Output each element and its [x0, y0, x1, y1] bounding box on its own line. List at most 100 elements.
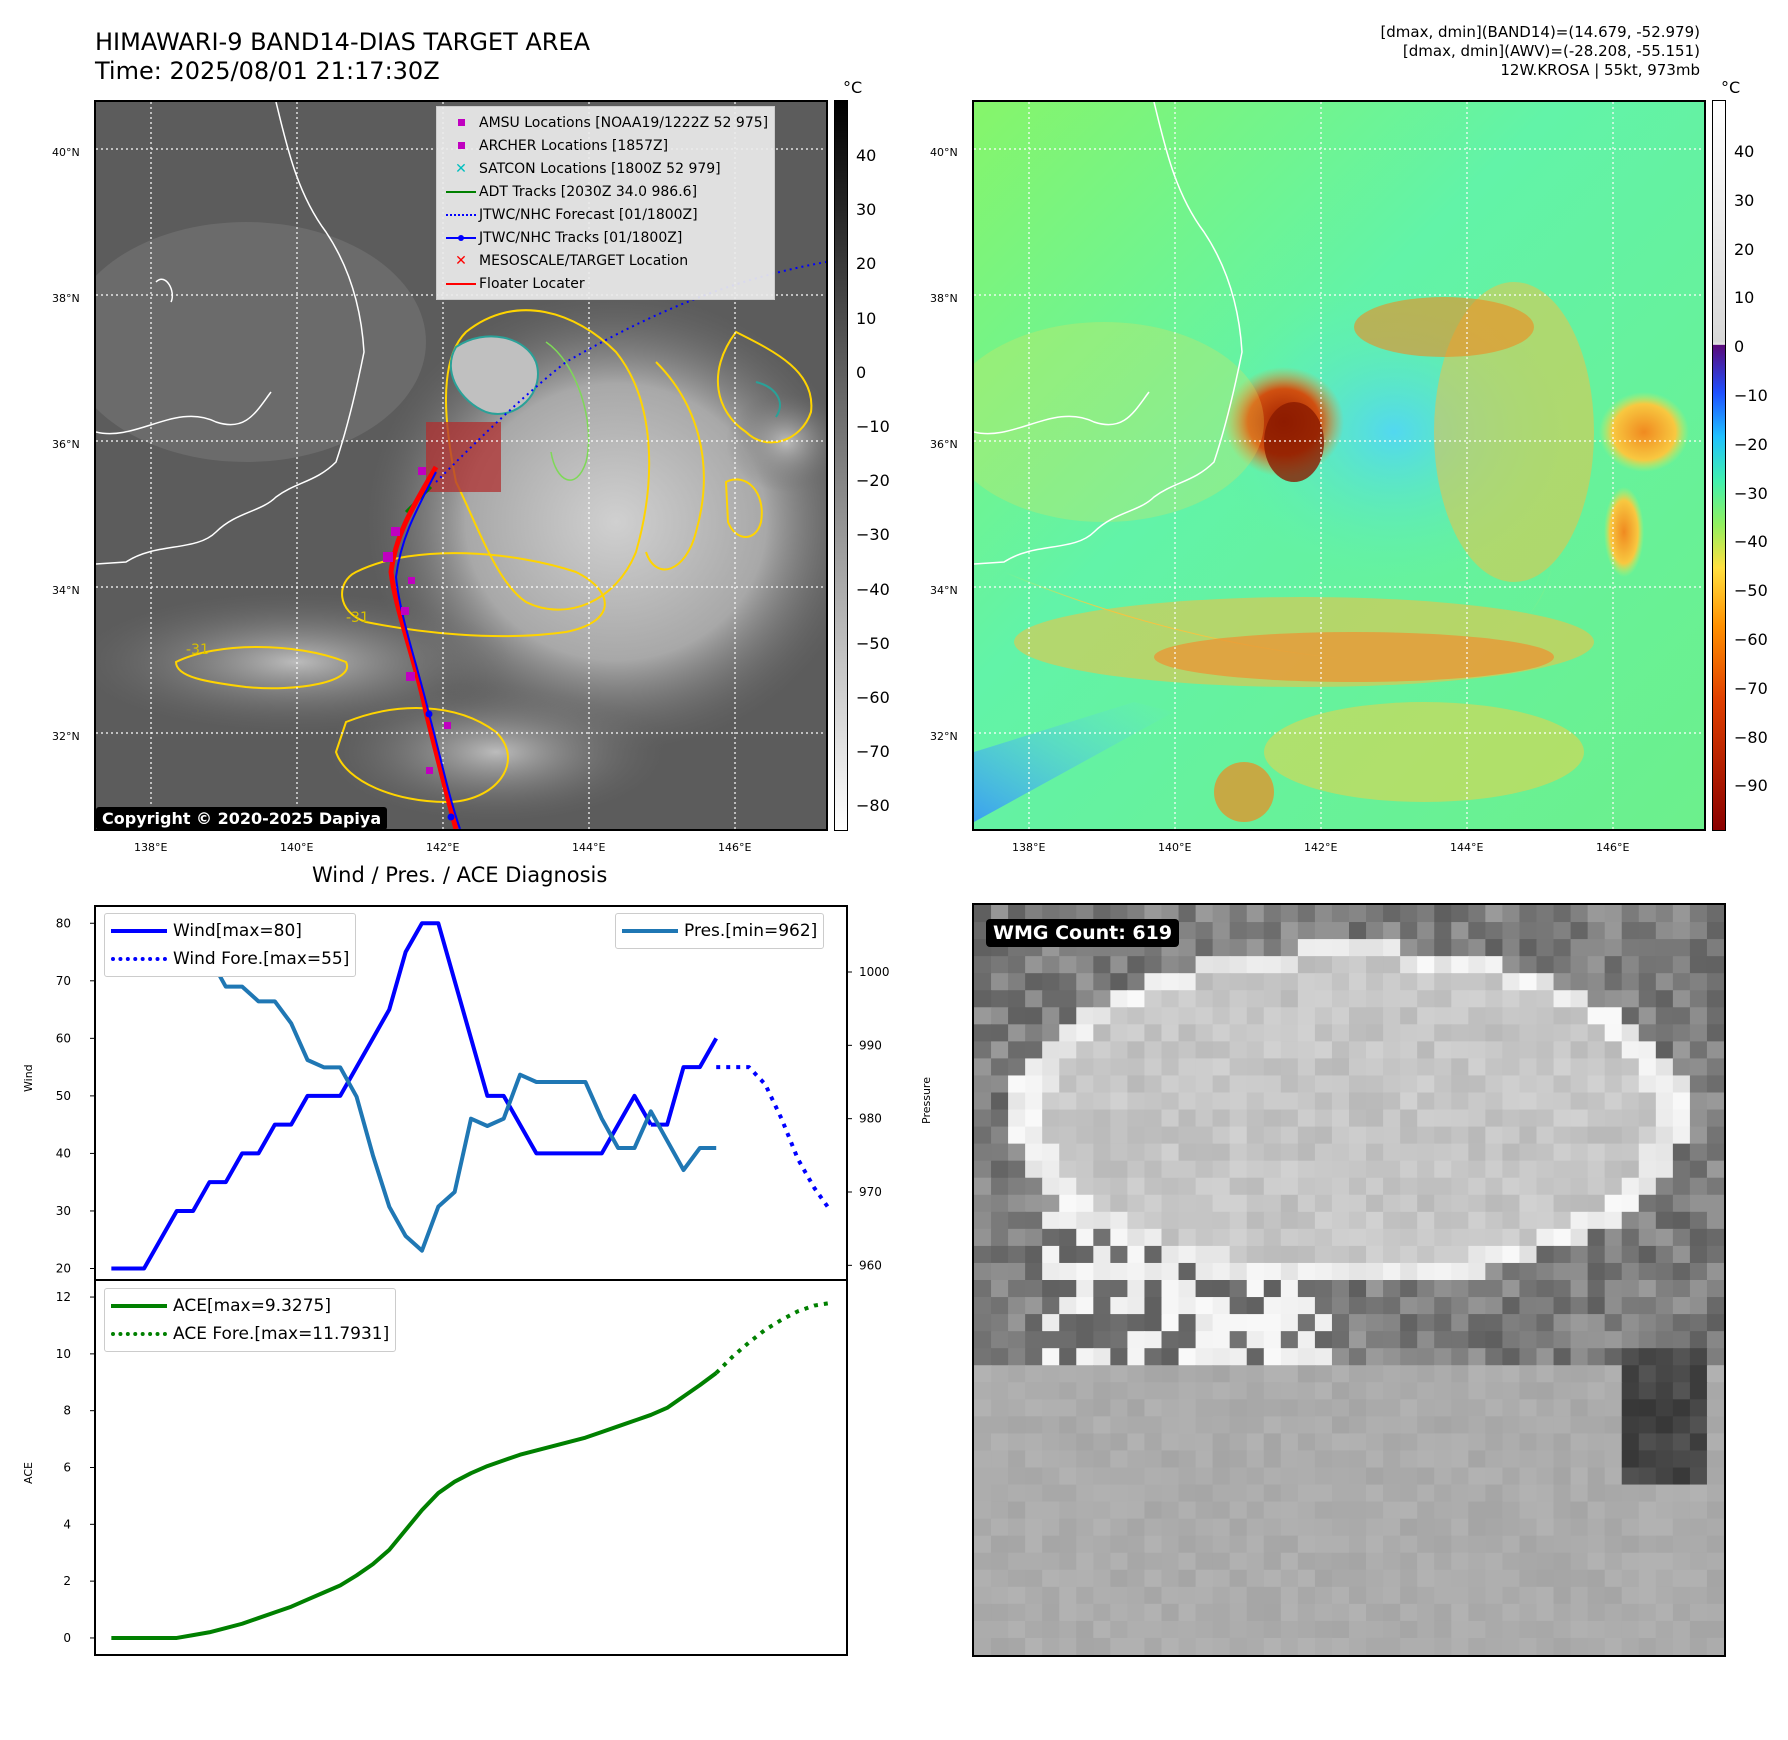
wmg-pixel	[1144, 990, 1163, 1008]
wmg-pixel	[1570, 1024, 1589, 1042]
wmg-pixel	[1434, 939, 1452, 957]
wmg-pixel	[1383, 922, 1401, 940]
wmg-pixel	[1502, 922, 1521, 940]
wmg-pixel	[1025, 1280, 1043, 1298]
wmg-pixel	[1604, 1058, 1623, 1077]
colorbar-tick-label: −40	[1734, 532, 1768, 552]
wmg-pixel	[1127, 1007, 1146, 1025]
wmg-pixel	[1570, 1228, 1589, 1247]
wmg-pixel	[1280, 1245, 1299, 1264]
wmg-pixel	[1689, 1620, 1708, 1639]
wmg-pixel	[1349, 1058, 1367, 1077]
wmg-pixel	[1212, 1007, 1231, 1025]
teal-contour	[755, 381, 781, 418]
wmg-pixel	[1570, 1501, 1589, 1520]
wmg-pixel	[1519, 1075, 1538, 1094]
wmg-pixel	[1093, 1024, 1111, 1042]
wmg-pixel	[1553, 1143, 1572, 1162]
wmg-pixel	[1110, 1092, 1129, 1111]
wmg-pixel	[1161, 1297, 1180, 1315]
wmg-pixel	[1110, 1586, 1129, 1605]
wmg-pixel	[1059, 1501, 1077, 1520]
wmg-pixel	[1604, 1484, 1623, 1503]
longitude-tick-label: 142°E	[426, 841, 460, 854]
wmg-pixel	[1280, 956, 1299, 974]
wmg-pixel	[1025, 956, 1043, 974]
wmg-pixel	[1434, 1126, 1452, 1145]
wmg-pixel	[1212, 1041, 1231, 1060]
wmg-pixel	[1144, 1007, 1163, 1025]
wmg-pixel	[1672, 1228, 1691, 1247]
wmg-pixel	[991, 1262, 1009, 1281]
wmg-pixel	[974, 1518, 992, 1537]
longitude-tick-label: 138°E	[1012, 841, 1046, 854]
wmg-pixel	[1536, 1245, 1555, 1264]
wmg-pixel	[1178, 1109, 1197, 1128]
wmg-pixel	[1127, 1501, 1146, 1520]
wmg-pixel	[1212, 1177, 1231, 1196]
wmg-pixel	[1042, 1620, 1060, 1639]
wmg-pixel	[1093, 956, 1111, 974]
y-tick-label: 40	[56, 1146, 71, 1160]
wmg-pixel	[1161, 1058, 1180, 1077]
wmg-pixel	[1280, 1041, 1299, 1060]
wmg-pixel	[1025, 1518, 1043, 1537]
wmg-pixel	[1502, 1160, 1521, 1179]
wmg-pixel	[1212, 1416, 1231, 1435]
wmg-pixel	[1229, 1143, 1248, 1162]
legend-label: ACE[max=9.3275]	[173, 1296, 331, 1316]
wmg-pixel	[1297, 1228, 1316, 1247]
wmg-pixel	[974, 956, 992, 974]
wmg-pixel	[1093, 990, 1111, 1008]
wmg-pixel	[1672, 1603, 1691, 1622]
wmg-pixel	[1485, 956, 1504, 974]
wmg-pixel	[1025, 1194, 1043, 1213]
wmg-pixel	[1553, 1314, 1572, 1332]
wmg-pixel	[1297, 1637, 1316, 1655]
wmg-pixel	[1383, 1552, 1401, 1571]
wmg-pixel	[1672, 1416, 1691, 1435]
wmg-pixel	[1383, 1535, 1401, 1554]
wmg-pixel	[1383, 1024, 1401, 1042]
wmg-pixel	[1314, 1194, 1333, 1213]
wmg-pixel	[1621, 1620, 1640, 1639]
wmg-pixel	[1706, 922, 1724, 940]
y-tick-label: 12	[56, 1290, 71, 1304]
wmg-pixel	[1400, 1467, 1418, 1486]
wmg-pixel	[1366, 1535, 1384, 1554]
y-tick-label: 80	[56, 916, 71, 930]
wmg-pixel	[1400, 990, 1418, 1008]
wmg-pixel	[1706, 1211, 1724, 1230]
wmg-pixel	[1638, 1467, 1657, 1486]
wmg-pixel	[1468, 1007, 1486, 1025]
wmg-pixel	[1570, 922, 1589, 940]
wmg-pixel	[1400, 1603, 1418, 1622]
wmg-pixel	[1468, 1245, 1486, 1264]
wmg-pixel	[1297, 1586, 1316, 1605]
wmg-pixel	[1178, 905, 1197, 923]
wmg-pixel	[1570, 1143, 1589, 1162]
wmg-pixel	[1059, 1143, 1077, 1162]
wmg-pixel	[1297, 1126, 1316, 1145]
colorbar-tick-label: 0	[856, 362, 867, 382]
wmg-pixel	[1706, 1569, 1724, 1588]
wmg-pixel	[1212, 990, 1231, 1008]
map-legend-entry: JTWC/NHC Tracks [01/1800Z]	[443, 226, 768, 249]
wmg-pixel	[1655, 1620, 1674, 1639]
wmg-pixel	[1689, 1245, 1708, 1264]
wmg-pixel	[1297, 905, 1316, 923]
wmg-pixel	[1434, 1637, 1452, 1655]
wmg-pixel	[1263, 1228, 1282, 1247]
wmg-pixel	[1229, 1569, 1248, 1588]
colorbar-tick-label: 0	[1734, 337, 1745, 357]
wmg-pixel	[1349, 1552, 1367, 1571]
wmg-pixel	[1502, 990, 1521, 1008]
wmg-pixel	[1093, 1637, 1111, 1655]
wmg-pixel	[1400, 1058, 1418, 1077]
wmg-pixel	[1178, 1382, 1197, 1400]
wmg-pixel	[1280, 1603, 1299, 1622]
wmg-pixel	[1434, 1058, 1452, 1077]
wmg-pixel	[1519, 1177, 1538, 1196]
legend-label: Pres.[min=962]	[684, 921, 818, 941]
wmg-pixel	[1604, 1177, 1623, 1196]
